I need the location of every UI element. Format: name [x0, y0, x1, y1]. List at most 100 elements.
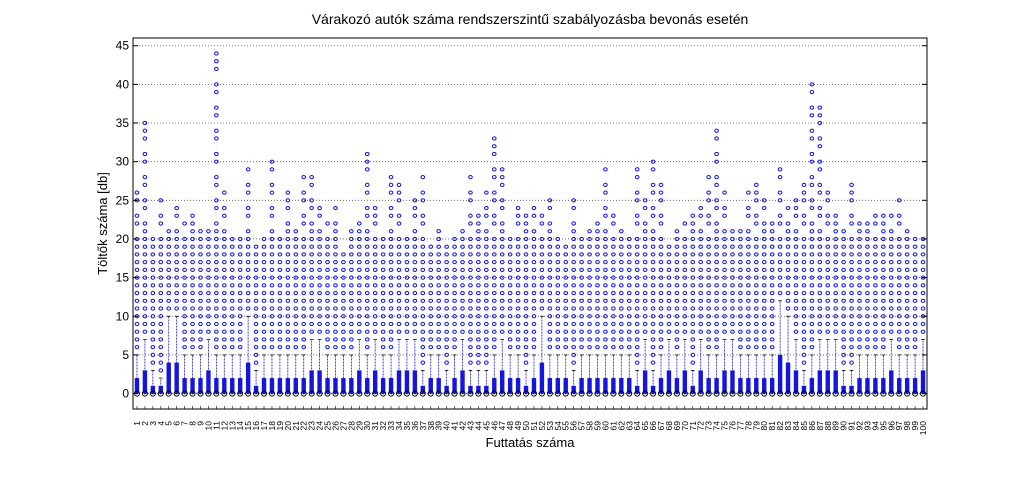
- outlier-point: [650, 182, 656, 187]
- outlier-point: [849, 182, 854, 187]
- outlier-point: [293, 337, 299, 342]
- median-dot: [517, 392, 519, 395]
- outlier-point: [261, 260, 267, 265]
- outlier-point: [158, 252, 164, 257]
- outlier-point: [746, 337, 751, 342]
- outlier-point: [904, 267, 910, 272]
- outlier-point: [333, 306, 338, 311]
- outlier-point: [698, 298, 704, 303]
- outlier-point: [809, 244, 815, 249]
- outlier-point: [285, 345, 291, 350]
- median-marker: [380, 390, 387, 397]
- outlier-point: [825, 236, 831, 242]
- outlier-point: [150, 314, 156, 319]
- outlier-point: [722, 260, 727, 265]
- outlier-point: [753, 236, 759, 242]
- box-run-72: [697, 339, 704, 397]
- outlier-point: [547, 205, 553, 211]
- outlier-point: [468, 321, 473, 327]
- outlier-point: [404, 298, 410, 303]
- median-marker: [642, 390, 649, 397]
- x-tick-label: 97: [894, 421, 904, 431]
- outlier-point: [237, 329, 243, 334]
- outlier-point: [523, 260, 529, 265]
- outlier-point: [491, 144, 497, 149]
- outlier-point: [595, 321, 600, 327]
- median-marker: [435, 390, 442, 397]
- outlier-point: [873, 337, 878, 342]
- outlier-point: [317, 275, 322, 280]
- outlier-point: [214, 252, 219, 257]
- outlier-point: [634, 198, 640, 203]
- outlier-point: [642, 283, 648, 288]
- outlier-point: [198, 229, 203, 234]
- median-marker: [626, 390, 633, 397]
- outlier-point: [626, 267, 632, 272]
- outlier-point: [499, 290, 505, 296]
- outlier-point: [690, 337, 696, 342]
- box: [674, 378, 680, 394]
- box: [809, 378, 815, 394]
- outlier-point: [134, 298, 140, 303]
- outlier-point: [428, 260, 434, 265]
- outlier-point: [436, 275, 441, 280]
- outlier-point: [571, 198, 576, 203]
- outlier-point: [746, 190, 751, 195]
- outlier-point: [912, 337, 918, 342]
- median-marker: [411, 390, 418, 397]
- outlier-point: [468, 198, 473, 203]
- outlier-point: [579, 244, 584, 249]
- outlier-point: [825, 283, 831, 288]
- outlier-point: [142, 306, 148, 311]
- outlier-point: [690, 221, 696, 226]
- outlier-point: [849, 345, 854, 350]
- outlier-point: [245, 205, 251, 211]
- median-marker: [840, 390, 847, 397]
- outliers-run-17: [261, 236, 267, 350]
- median-marker: [427, 390, 434, 397]
- box: [349, 378, 354, 394]
- outlier-point: [214, 136, 219, 141]
- median-marker: [689, 390, 696, 397]
- box: [801, 385, 807, 394]
- outlier-point: [714, 267, 719, 272]
- outlier-point: [698, 229, 704, 234]
- outlier-point: [650, 298, 656, 303]
- outlier-point: [642, 314, 648, 319]
- outlier-point: [491, 236, 497, 242]
- median-dot: [318, 392, 321, 395]
- outlier-point: [634, 321, 640, 327]
- outlier-point: [293, 306, 299, 311]
- outlier-point: [658, 329, 664, 334]
- outlier-point: [619, 229, 624, 234]
- outlier-point: [666, 306, 672, 311]
- outlier-point: [277, 290, 283, 296]
- outlier-point: [436, 229, 441, 234]
- box: [341, 378, 346, 394]
- outlier-point: [404, 275, 410, 280]
- outlier-point: [190, 329, 195, 334]
- outlier-point: [428, 337, 434, 342]
- outlier-point: [142, 151, 148, 157]
- outlier-point: [412, 329, 418, 334]
- outlier-point: [356, 252, 362, 257]
- box: [301, 378, 306, 394]
- outlier-point: [658, 314, 664, 319]
- outlier-point: [214, 290, 219, 296]
- x-tick-label: 2: [140, 421, 150, 426]
- outlier-point: [349, 252, 354, 257]
- outlier-point: [499, 314, 505, 319]
- median-dot: [771, 392, 773, 395]
- outlier-point: [285, 252, 291, 257]
- outlier-point: [309, 252, 314, 257]
- y-tick-label: 30: [116, 155, 130, 169]
- box-run-53: [546, 354, 553, 397]
- outlier-point: [769, 229, 775, 234]
- outlier-point: [428, 244, 434, 249]
- outlier-point: [801, 306, 807, 311]
- outlier-point: [444, 298, 449, 303]
- outlier-point: [666, 244, 672, 249]
- x-tick-label: 6: [172, 421, 182, 426]
- median-dot: [850, 392, 853, 395]
- outliers-run-47: [499, 167, 505, 334]
